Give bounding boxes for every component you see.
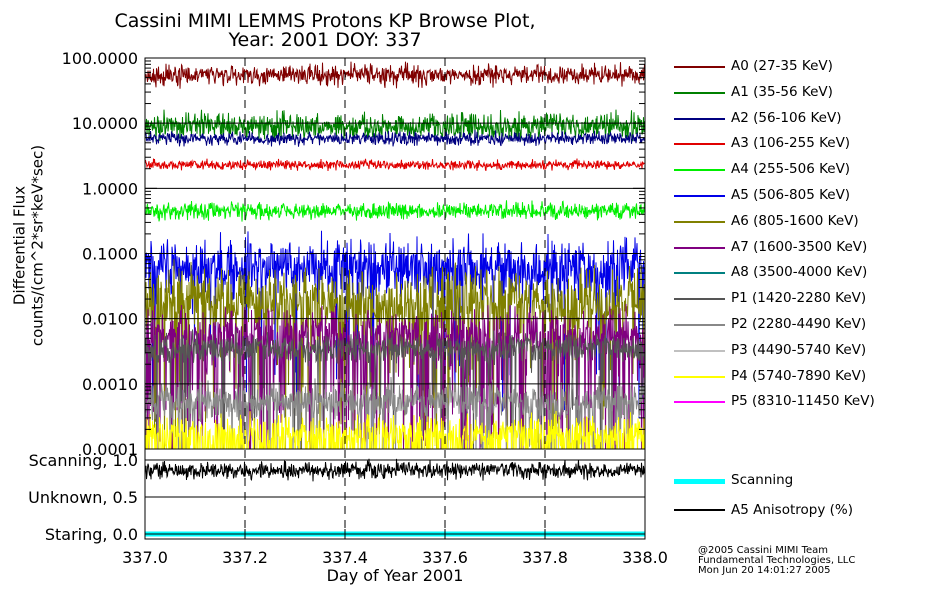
legend-swatch xyxy=(674,509,725,511)
legend-label: A6 (805-1600 KeV) xyxy=(731,212,859,229)
legend-label: P1 (1420-2280 KeV) xyxy=(731,290,867,307)
x-tick-label: 337.8 xyxy=(522,548,568,567)
legend-item: A8 (3500-4000 KeV) xyxy=(672,263,942,289)
legend-label: P4 (5740-7890 KeV) xyxy=(731,367,867,384)
legend-swatch xyxy=(674,298,725,301)
legend-item: A2 (56-106 KeV) xyxy=(672,109,942,135)
legend-swatch xyxy=(674,91,725,94)
legend-swatch xyxy=(674,401,725,404)
legend-item: P4 (5740-7890 KeV) xyxy=(672,367,942,393)
legend-item: Scanning xyxy=(672,470,942,500)
legend-label: A5 (506-805 KeV) xyxy=(731,186,851,203)
legend-swatch xyxy=(674,220,725,223)
legend-item: P5 (8310-11450 KeV) xyxy=(672,392,942,418)
y-axis-label: Differential Flux xyxy=(10,185,29,306)
legend-label: A4 (255-506 KeV) xyxy=(731,161,851,178)
legend-label: Scanning xyxy=(731,472,794,488)
x-tick-label: 338.0 xyxy=(622,548,668,567)
y-tick-label: Unknown, 0.5 xyxy=(28,488,138,507)
y-axis-unit-label: counts/(cm^2*sr*keV*sec) xyxy=(28,144,47,347)
x-tick-label: 337.0 xyxy=(122,548,168,567)
series-line xyxy=(145,329,645,449)
x-tick-label: 337.4 xyxy=(322,548,368,567)
credit-line: Fundamental Technologies, LLC xyxy=(698,555,856,566)
legend-swatch xyxy=(674,272,725,275)
legend-item: A0 (27-35 KeV) xyxy=(672,57,942,83)
legend-label: A2 (56-106 KeV) xyxy=(731,109,842,126)
credit-line: Mon Jun 20 14:01:27 2005 xyxy=(698,565,831,576)
chart-title: Cassini MIMI LEMMS Protons KP Browse Plo… xyxy=(114,10,536,32)
legend-swatch xyxy=(674,194,725,197)
y-tick-label: 100.0000 xyxy=(62,49,138,68)
legend-item: A5 Anisotropy (%) xyxy=(672,500,942,530)
x-tick-label: 337.2 xyxy=(222,548,268,567)
legend-swatch xyxy=(674,375,725,378)
series-line xyxy=(145,61,645,89)
legend-swatch xyxy=(674,479,725,484)
legend-item: A3 (106-255 KeV) xyxy=(672,134,942,160)
series-line xyxy=(145,109,645,142)
sub-plot-frame xyxy=(144,448,646,540)
series-line xyxy=(145,376,645,449)
legend-label: A3 (106-255 KeV) xyxy=(731,135,851,152)
legend-swatch xyxy=(674,66,725,68)
legend-label: A0 (27-35 KeV) xyxy=(731,58,833,74)
series-line xyxy=(145,158,645,172)
series-line xyxy=(144,458,646,482)
y-tick-label: 0.1000 xyxy=(82,245,138,264)
y-tick-label: 0.0100 xyxy=(82,310,138,329)
legend-item: A4 (255-506 KeV) xyxy=(672,160,942,186)
y-tick-label: 1.0000 xyxy=(82,179,138,198)
legend-item: A7 (1600-3500 KeV) xyxy=(672,238,942,264)
y-tick-label: 0.0001 xyxy=(82,440,138,459)
legend: A0 (27-35 KeV) A1 (35-56 KeV) A2 (56-106 K… xyxy=(672,57,942,418)
legend-label: P5 (8310-11450 KeV) xyxy=(731,393,875,410)
legend-swatch xyxy=(674,169,725,172)
chart-subtitle: Year: 2001 DOY: 337 xyxy=(228,29,422,51)
legend-item: P1 (1420-2280 KeV) xyxy=(672,289,942,315)
legend-swatch xyxy=(674,246,725,249)
legend-label: A1 (35-56 KeV) xyxy=(731,83,833,100)
series-line xyxy=(145,259,645,449)
legend-label: P3 (4490-5740 KeV) xyxy=(731,341,867,358)
series-line xyxy=(145,410,645,449)
credit-line: @2005 Cassini MIMI Team xyxy=(698,545,828,556)
legend-label: A7 (1600-3500 KeV) xyxy=(731,238,868,255)
legend-item: A6 (805-1600 KeV) xyxy=(672,212,942,238)
legend-swatch xyxy=(674,349,725,352)
legend-label: A8 (3500-4000 KeV) xyxy=(731,264,868,281)
legend-label: P2 (2280-4490 KeV) xyxy=(731,315,867,332)
legend-item: P2 (2280-4490 KeV) xyxy=(672,315,942,341)
legend-swatch xyxy=(674,143,725,146)
legend-swatch xyxy=(674,117,725,120)
x-axis-label: Day of Year 2001 xyxy=(326,566,464,585)
y-tick-label: Scanning, 1.0 xyxy=(29,451,138,470)
x-tick-label: 337.6 xyxy=(422,548,468,567)
legend-swatch xyxy=(674,323,725,326)
y-tick-label: Staring, 0.0 xyxy=(45,525,138,544)
legend-secondary: Scanning A5 Anisotropy (%) xyxy=(672,470,942,530)
series-line xyxy=(145,200,645,222)
series-line xyxy=(145,129,645,147)
y-tick-label: 0.0010 xyxy=(82,375,138,394)
legend-item: P3 (4490-5740 KeV) xyxy=(672,341,942,367)
credit-block: @2005 Cassini MIMI Team Fundamental Tech… xyxy=(698,546,855,576)
y-tick-label: 10.0000 xyxy=(72,114,138,133)
legend-item: A1 (35-56 KeV) xyxy=(672,83,942,109)
legend-item: A5 (506-805 KeV) xyxy=(672,186,942,212)
legend-label: A5 Anisotropy (%) xyxy=(731,502,853,518)
